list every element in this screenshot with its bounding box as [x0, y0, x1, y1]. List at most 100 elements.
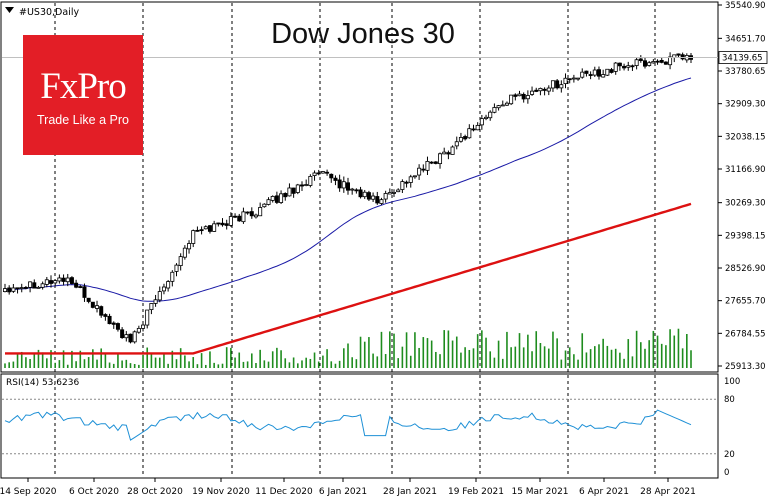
candle	[513, 93, 518, 101]
candle-body	[304, 184, 309, 186]
candle	[663, 61, 668, 65]
candle-body	[258, 207, 263, 217]
candle-body	[128, 333, 133, 343]
candle	[475, 122, 480, 131]
candle-body	[559, 84, 564, 89]
candle	[44, 276, 49, 288]
candle-body	[358, 189, 363, 198]
candle	[605, 68, 610, 77]
candle-body	[178, 256, 183, 266]
candle	[274, 191, 279, 205]
candle-body	[291, 187, 296, 194]
candle	[36, 285, 41, 289]
candle	[392, 189, 397, 197]
candle	[132, 330, 137, 344]
candle	[111, 321, 116, 329]
candle-body	[538, 87, 543, 92]
price-tick-label: 25913.30	[725, 362, 766, 372]
candle-body	[266, 199, 271, 205]
logo-tagline: Trade Like a Pro	[37, 113, 129, 127]
symbol-menu-icon[interactable]	[5, 7, 14, 13]
candle-body	[345, 182, 350, 191]
candle	[3, 283, 8, 293]
price-tick-label: 28526.90	[725, 264, 766, 274]
candle-body	[492, 107, 497, 113]
candle-body	[320, 171, 325, 174]
candle-body	[78, 286, 83, 288]
candle-body	[233, 215, 238, 218]
candle	[626, 61, 631, 71]
candle-body	[44, 279, 49, 285]
candle	[115, 322, 120, 332]
candle-body	[166, 281, 171, 289]
candle-body	[521, 93, 526, 100]
candle	[366, 190, 371, 201]
candle-body	[571, 77, 576, 80]
price-tick-label: 35540.90	[725, 1, 766, 11]
candle	[371, 192, 376, 202]
candle-body	[417, 167, 422, 176]
candle	[655, 59, 660, 65]
candle-body	[341, 181, 346, 189]
candle	[458, 132, 463, 143]
candle-body	[479, 118, 484, 126]
candle	[23, 285, 28, 290]
candle-body	[199, 229, 204, 232]
candle-body	[228, 216, 233, 226]
time-axis-label: 11 Dec 2020	[255, 487, 313, 497]
rsi-label: RSI(14) 53.6236	[6, 378, 79, 388]
candle-body	[433, 161, 438, 164]
candle-body	[513, 94, 518, 97]
candle-body	[383, 193, 388, 200]
candle	[580, 68, 585, 79]
candle	[203, 225, 208, 230]
candle-body	[408, 176, 413, 183]
candle-body	[576, 77, 581, 80]
candle	[199, 226, 204, 235]
candle-body	[270, 196, 275, 201]
candle-body	[28, 281, 33, 288]
time-axis-label: 6 Jan 2021	[319, 487, 367, 497]
price-tick-label: 32038.15	[725, 132, 766, 142]
candle	[128, 333, 133, 344]
current-price-label: 34139.65	[722, 54, 763, 64]
candle	[191, 229, 196, 248]
candle-body	[613, 62, 618, 72]
candle	[350, 187, 355, 195]
candle	[15, 287, 20, 294]
candle	[90, 301, 95, 309]
candle-body	[450, 146, 455, 155]
candle	[316, 169, 321, 176]
candle	[613, 61, 618, 75]
candle	[442, 147, 447, 155]
candle-body	[471, 128, 476, 131]
price-tick-label: 33780.65	[725, 67, 766, 77]
candle	[212, 220, 217, 232]
candle-body	[484, 116, 489, 119]
candle-body	[350, 188, 355, 191]
candle	[65, 273, 70, 287]
time-axis-label: 14 Sep 2020	[0, 487, 57, 497]
candle-body	[546, 87, 551, 92]
candle	[99, 305, 104, 318]
candle	[333, 175, 338, 186]
candle	[383, 190, 388, 203]
candle	[463, 134, 468, 141]
candle-body	[337, 179, 342, 189]
candle-body	[596, 69, 601, 77]
candle	[425, 156, 430, 175]
candle	[69, 276, 74, 285]
candle-body	[663, 61, 668, 65]
candle	[166, 280, 171, 292]
candle	[174, 263, 179, 277]
candle	[400, 179, 405, 194]
candle-body	[57, 277, 62, 282]
candle-body	[245, 211, 250, 214]
candle-body	[136, 327, 141, 333]
candle	[634, 57, 639, 70]
candle	[195, 226, 200, 232]
candle	[438, 152, 443, 169]
candle	[312, 170, 317, 181]
candle	[429, 161, 434, 165]
